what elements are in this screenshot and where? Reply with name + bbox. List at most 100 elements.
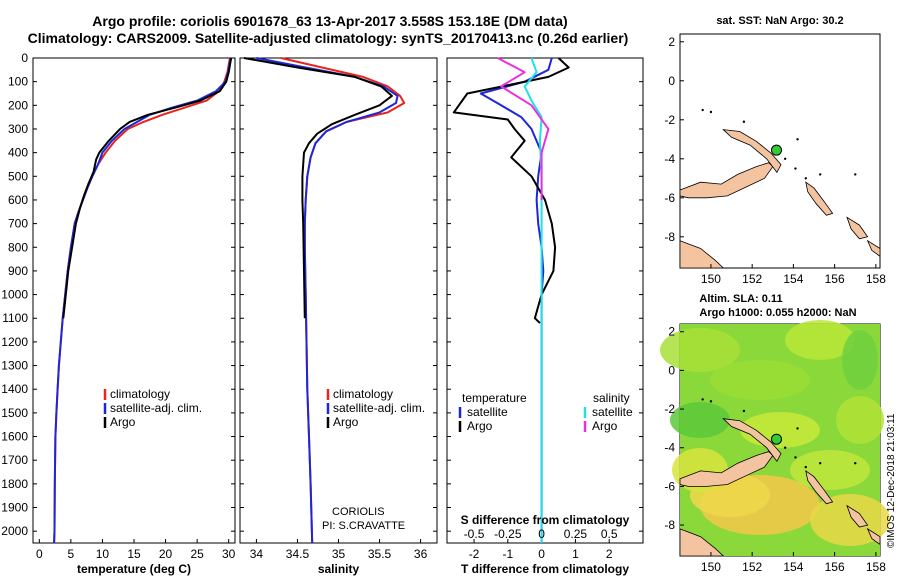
y-tick-label: 100 [8,75,28,89]
islet [819,462,822,465]
sla-patch [790,450,870,490]
y-tick-label: 1800 [1,477,28,491]
annotation-line: PI: S.CRAVATTE [322,520,405,532]
legend-label: climatology [333,387,393,401]
x-tick-label: 0 [538,547,545,561]
y-tick-label: 200 [8,98,28,112]
map-x-tick-label: 152 [742,272,762,286]
islet [709,400,713,403]
map-y-tick-label: -8 [664,230,675,244]
annotation-line: CORIOLIS [332,506,385,518]
legend-label: satellite [592,405,633,419]
y-tick-label: 1200 [1,335,28,349]
land-polygon [846,216,869,240]
salinity-panel: 34 34.5 35 35.5 36 salinity climatologysatelli… [239,57,438,576]
map-y-tick-label: -4 [664,152,675,166]
top-tick-label: -0.25 [494,527,522,541]
map-y-tick-label: -2 [664,402,675,416]
x-tick-label: 25 [190,547,204,561]
y-tick-label: 500 [8,169,28,183]
depth-axis: 0 100 200 300 400 500 600 700 800 900 1000 1100 1200… [1,51,28,538]
islet [804,465,807,469]
map-x-tick-label: 154 [783,560,803,574]
x-tick-label: 36 [414,547,428,561]
x-tick-label: 10 [96,547,110,561]
sla-patch [836,396,884,444]
map-x-tick-label: 150 [701,272,721,286]
islet [794,456,797,459]
difference-panel: -2 -1 0 1 2T difference from climatology temp… [446,57,644,576]
land-polygon [805,181,834,216]
y-tick-label: 2000 [1,524,28,538]
x-tick-label: 34 [250,547,264,561]
series-line-sat_s [523,57,543,543]
map-y-tick-label: 2 [668,325,675,339]
islet [742,120,746,123]
argo-position-marker [770,144,782,156]
islet [854,173,857,176]
map-y-tick-label: -2 [664,113,675,127]
y-tick-label: 900 [8,264,28,278]
map-y-tick-label: 0 [668,363,675,377]
islet [701,108,704,112]
map-x-tick-label: 156 [825,272,845,286]
islet [701,398,704,401]
title-line-2: Climatology: CARS2009. Satellite-adjuste… [28,30,629,46]
y-tick-label: 1900 [1,501,28,515]
map-y-tick-label: 0 [668,74,675,88]
series-line-argo_s [497,57,550,200]
x-tick-label: 0 [36,547,43,561]
map-x-tick-label: 152 [742,560,762,574]
series-line-sat [256,57,399,544]
islet [794,167,797,170]
sla-patch [670,402,730,438]
sla-patch [710,360,810,400]
x-tick-label: 30 [222,547,236,561]
land-polygon [679,162,774,199]
sla-map-title-line-2: Argo h1000: 0.055 h2000: NaN [699,307,856,319]
copyright-stamp: ©IMOS 12-Dec-2018 21:03:11 [886,413,897,548]
islet [709,110,713,114]
top-tick-label: 0 [538,527,545,541]
sla-patch [785,320,855,360]
x-tick-label: 35 [332,547,346,561]
sst-map-title: sat. SST: NaN Argo: 30.2 [716,15,843,27]
land-polygon [679,240,725,269]
y-tick-label: 1400 [1,382,28,396]
y-tick-label: 300 [8,122,28,136]
legend-label: satellite-adj. clim. [110,401,202,415]
x-tick-label: 15 [127,547,141,561]
map-x-tick-label: 158 [866,272,886,286]
plot-frame [32,57,236,544]
legend-title-salinity: salinity [593,391,630,405]
y-tick-label: 1300 [1,359,28,373]
x-tick-label: 2 [606,547,613,561]
y-tick-label: 800 [8,240,28,254]
title-line-1: Argo profile: coriolis 6901678_63 13-Apr… [92,13,567,29]
x-tick-label: 1 [572,547,579,561]
legend-label: Argo [467,419,493,433]
map-y-tick-label: -4 [664,441,675,455]
y-tick-label: 700 [8,217,28,231]
islet [854,462,857,465]
sst-map-panel: 150 152 154 156 158 2 0 -2 -4 -6 -8 sat. SST: NaN A… [664,15,886,286]
top-tick-label: -0.5 [464,527,485,541]
plot-frame [239,57,438,544]
y-tick-label: 1700 [1,453,28,467]
map-x-tick-label: 154 [783,272,803,286]
y-tick-label: 0 [21,51,28,65]
islet [796,138,799,141]
islet [796,427,799,430]
x-axis-label: temperature (deg C) [77,562,191,576]
x-axis-label: T difference from climatology [461,562,629,576]
x-tick-label: 35.5 [368,547,392,561]
land-polygon [722,129,782,174]
legend-label: climatology [110,387,170,401]
x-tick-label: 20 [159,547,173,561]
map-x-tick-label: 158 [866,560,886,574]
legend-label: satellite-adj. clim. [333,401,425,415]
sla-map-title-line-1: Altim. SLA: 0.11 [699,293,782,305]
legend-title-temperature: temperature [462,391,527,405]
sla-patch [660,328,740,372]
